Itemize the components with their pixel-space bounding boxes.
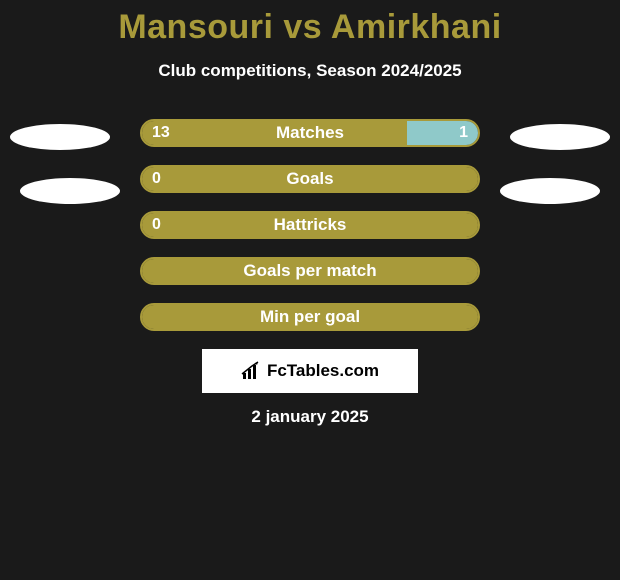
title-player1: Mansouri xyxy=(118,8,273,46)
logo: FcTables.com xyxy=(241,361,379,381)
value-left: 0 xyxy=(152,211,161,239)
bar-container xyxy=(140,119,480,147)
bar-left xyxy=(142,121,407,145)
metric-row: 0Hattricks xyxy=(0,211,620,239)
bar-left xyxy=(142,259,478,283)
bar-container xyxy=(140,303,480,331)
value-left: 0 xyxy=(152,165,161,193)
bar-left xyxy=(142,213,478,237)
bar-left xyxy=(142,305,478,329)
decorative-ellipse xyxy=(10,124,110,150)
decorative-ellipse xyxy=(510,124,610,150)
date: 2 january 2025 xyxy=(0,407,620,427)
metrics-container: 131Matches0Goals0HattricksGoals per matc… xyxy=(0,119,620,331)
value-left: 13 xyxy=(152,119,170,147)
title-player2: Amirkhani xyxy=(331,8,502,46)
metric-row: Goals per match xyxy=(0,257,620,285)
bar-container xyxy=(140,211,480,239)
chart-icon xyxy=(241,361,263,381)
logo-text: FcTables.com xyxy=(267,361,379,381)
title-vs: vs xyxy=(283,8,322,46)
bar-container xyxy=(140,257,480,285)
metric-row: Min per goal xyxy=(0,303,620,331)
bar-container xyxy=(140,165,480,193)
bar-left xyxy=(142,167,478,191)
decorative-ellipse xyxy=(500,178,600,204)
decorative-ellipse xyxy=(20,178,120,204)
page-title: Mansouri vs Amirkhani xyxy=(0,0,620,47)
value-right: 1 xyxy=(459,119,468,147)
subtitle: Club competitions, Season 2024/2025 xyxy=(0,61,620,81)
logo-box: FcTables.com xyxy=(202,349,418,393)
